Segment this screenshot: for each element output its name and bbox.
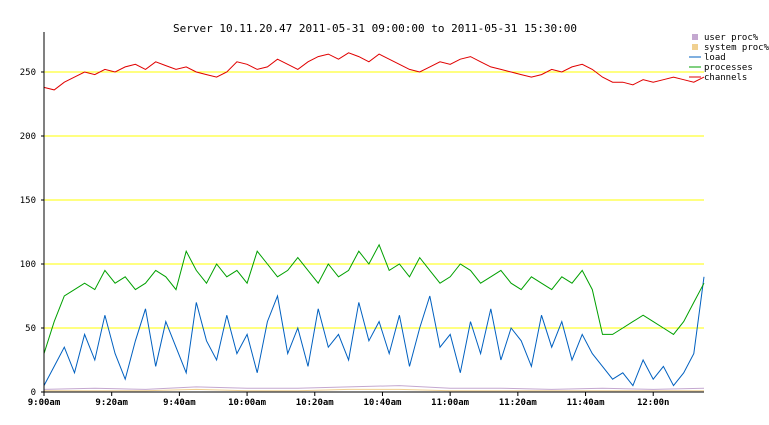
legend-label-2: load [704,53,726,63]
y-tick-label-50: 50 [25,324,36,334]
x-tick-label-9: 12:00n [637,398,670,408]
y-tick-label-100: 100 [20,260,36,270]
series-line-2 [43,276,705,387]
x-tick-label-4: 10:20am [296,398,335,408]
legend-swatch-0 [692,34,698,40]
x-tick-label-1: 9:20am [95,398,128,408]
legend-label-4: channels [704,73,747,83]
legend-label-1: system proc% [704,43,769,53]
chart-title: Server 10.11.20.47 2011-05-31 09:00:00 t… [173,22,577,35]
legend: user proc%system proc%loadprocesseschann… [689,33,769,83]
x-tick-label-2: 9:40am [163,398,196,408]
y-tick-label-150: 150 [20,196,36,206]
y-tick-label-0: 0 [31,388,36,398]
series-line-4 [43,52,705,91]
x-tick-label-3: 10:00am [228,398,267,408]
series-line-0 [43,385,705,390]
x-tick-label-8: 11:40am [567,398,606,408]
legend-label-3: processes [704,63,753,73]
y-tick-label-200: 200 [20,132,36,142]
x-tick-label-6: 11:00am [431,398,470,408]
x-tick-label-7: 11:20am [499,398,538,408]
legend-label-0: user proc% [704,33,759,43]
x-tick-label-5: 10:40am [363,398,402,408]
x-tick-label-0: 9:00am [28,398,61,408]
grid-lines [44,71,704,329]
series-line-1 [44,388,704,392]
series-line-3 [43,243,705,354]
axes: 0 50 100 150 200 250 9:00am 9:20am 9:40am 10:00am… [20,32,704,408]
series-layer [43,52,705,392]
y-tick-label-250: 250 [20,68,36,78]
legend-swatch-1 [692,44,698,50]
